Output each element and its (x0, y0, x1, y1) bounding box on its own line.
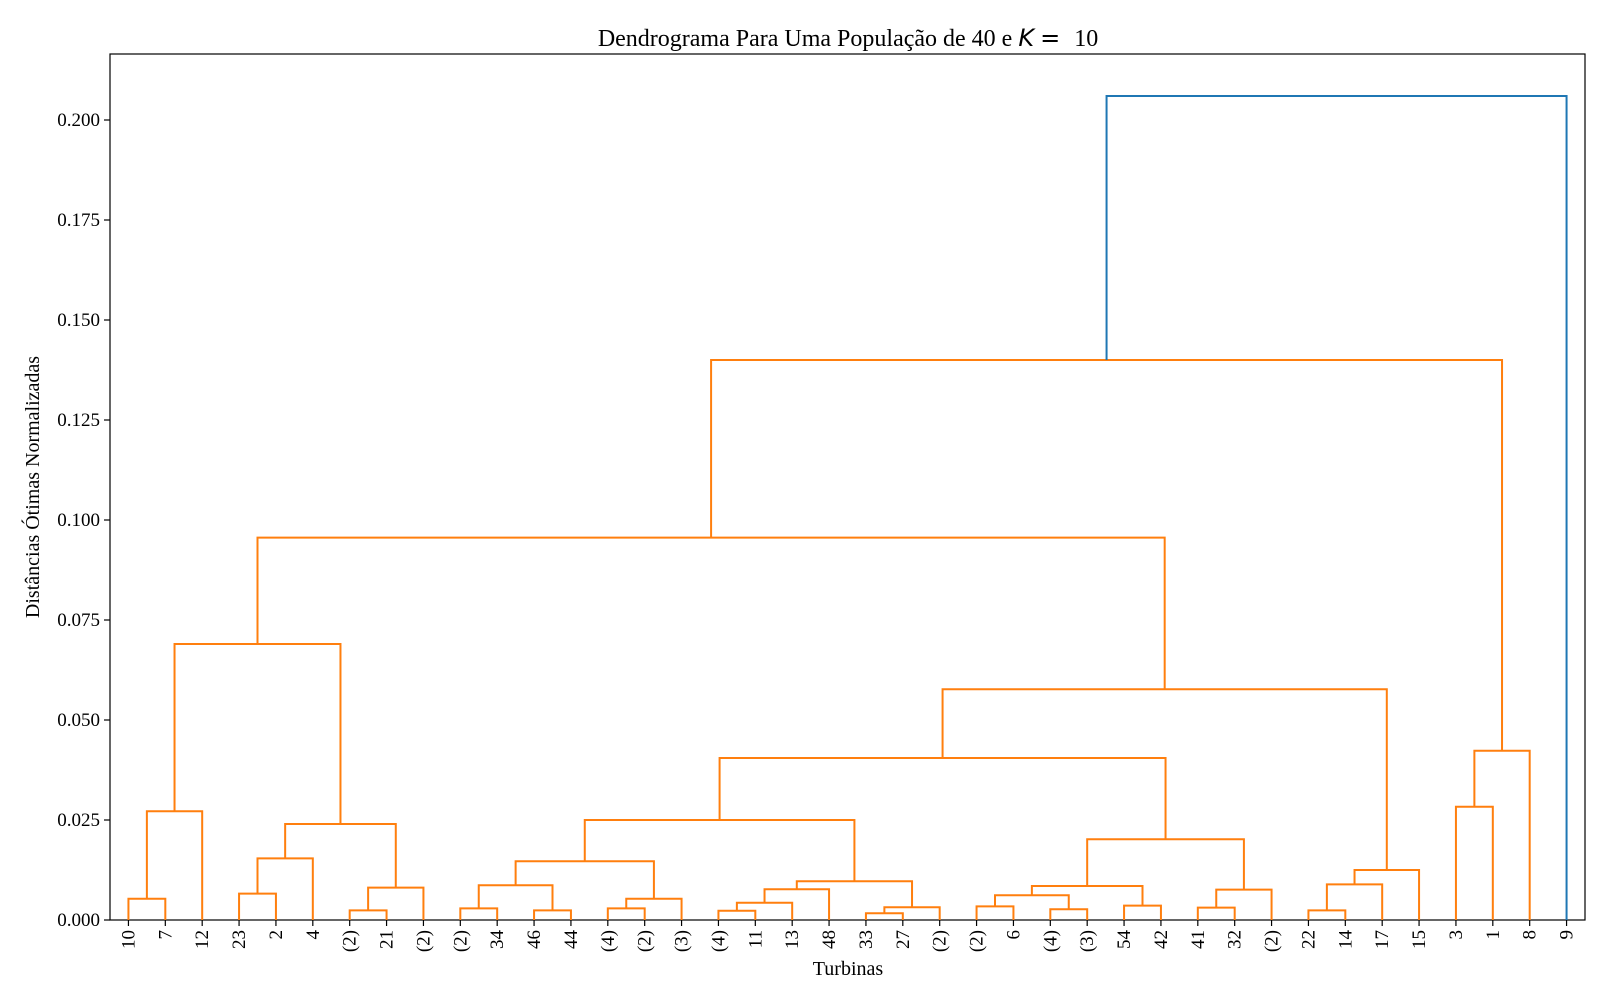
dendrogram-links (127, 95, 1568, 920)
dendrogram-link (763, 888, 831, 920)
y-tick-label: 0.075 (57, 610, 100, 631)
leaf-label: (2) (413, 930, 434, 952)
leaf-label: 13 (782, 930, 803, 949)
dendrogram-link (284, 823, 397, 888)
dendrogram-link (864, 912, 904, 920)
leaf-label: 12 (192, 930, 213, 949)
leaf-label: (4) (1040, 930, 1061, 952)
y-tick-label: 0.200 (57, 110, 100, 131)
title-equals: = (1040, 24, 1060, 52)
y-tick-label: 0.050 (57, 710, 100, 731)
leaf-label: 4 (303, 930, 324, 940)
y-tick-label: 0.100 (57, 510, 100, 531)
leaf-label: 46 (524, 930, 545, 949)
dendrogram-link (477, 884, 554, 911)
leaf-label: 7 (155, 930, 176, 940)
leaf-label: 27 (893, 930, 914, 949)
leaf-label: 10 (118, 930, 139, 949)
leaf-label: 44 (561, 930, 582, 950)
dendrogram-link (1049, 908, 1089, 920)
dendrogram-link (256, 536, 1166, 690)
dendrogram-link (533, 909, 572, 920)
dendrogram-link (514, 860, 655, 899)
leaf-label: (2) (450, 930, 471, 952)
leaf-label: 1 (1483, 930, 1504, 940)
leaf-label: 23 (229, 930, 250, 949)
leaf-label: 8 (1520, 930, 1541, 940)
dendrogram-link (795, 880, 914, 908)
dendrogram-link (710, 359, 1504, 751)
dendrogram-link (1353, 869, 1421, 920)
dendrogram-link (173, 643, 342, 824)
y-tick-label: 0.000 (57, 910, 100, 931)
leaf-label: (3) (672, 930, 693, 952)
leaf-label: 48 (819, 930, 840, 949)
leaf-label: 54 (1114, 930, 1135, 950)
dendrogram-link (145, 810, 204, 920)
dendrogram-link (1215, 888, 1273, 920)
leaf-label: 22 (1298, 930, 1319, 949)
title-text: Dendrograma Para Uma População de 40 e (598, 26, 1019, 52)
leaf-label: 9 (1557, 930, 1578, 940)
leaf-label: 17 (1372, 930, 1393, 949)
y-tick-label: 0.175 (57, 210, 100, 231)
x-axis-ticks: 10 7 12 23 2 4 (2) 21 (2) (2) 34 46 44 (4) (2) (3) (4) 11… (118, 920, 1578, 952)
dendrogram-link (348, 909, 388, 920)
leaf-label: (2) (1262, 930, 1283, 952)
dendrogram-link (459, 907, 499, 920)
leaf-label: 15 (1409, 930, 1430, 949)
y-tick-label: 0.150 (57, 310, 100, 331)
leaf-label: 34 (487, 930, 508, 950)
dendrogram-link (238, 892, 277, 920)
leaf-label: (2) (635, 930, 656, 952)
leaf-label: 42 (1151, 930, 1172, 949)
leaf-label: 6 (1003, 930, 1024, 940)
y-axis-ticks: 0.000 0.025 0.050 0.075 0.100 0.125 0.150 0.175… (57, 110, 110, 931)
leaf-label: 11 (745, 930, 766, 948)
y-tick-label: 0.125 (57, 410, 100, 431)
dendrogram-link (606, 907, 646, 920)
leaf-label: (4) (598, 930, 619, 952)
leaf-label: (2) (340, 930, 361, 952)
leaf-label: (4) (708, 930, 729, 952)
dendrogram-link (1086, 838, 1245, 890)
leaf-label: 14 (1335, 930, 1356, 950)
chart-title: Dendrograma Para Uma População de 40 e K… (598, 24, 1098, 52)
dendrogram-link (1325, 883, 1384, 920)
leaf-label: (2) (967, 930, 988, 952)
dendrogram-link (1473, 749, 1531, 920)
dendrogram-link (256, 857, 314, 920)
plot-frame (109, 53, 1586, 921)
dendrogram-link (1123, 904, 1162, 920)
leaf-label: (3) (1077, 930, 1098, 952)
y-tick-label: 0.025 (57, 810, 100, 831)
x-axis-label: Turbinas (813, 958, 884, 980)
leaf-label: 41 (1188, 930, 1209, 949)
leaf-label: 33 (856, 930, 877, 949)
leaf-label: 3 (1446, 930, 1467, 940)
dendrogram-link (1307, 909, 1347, 920)
leaf-label: 2 (266, 930, 287, 940)
dendrogram-link (367, 886, 425, 920)
title-value: 10 (1074, 26, 1098, 52)
title-symbol: K (1018, 24, 1036, 52)
dendrogram-link (1196, 906, 1236, 920)
dendrogram-link (583, 819, 856, 882)
dendrogram-link (975, 905, 1015, 920)
dendrogram-link (1454, 805, 1494, 920)
leaf-label: (2) (930, 930, 951, 952)
leaf-label: 32 (1225, 930, 1246, 949)
dendrogram-link (127, 897, 167, 920)
dendrogram-link (1105, 95, 1568, 920)
dendrogram-link (718, 757, 1167, 840)
dendrogram-link (717, 909, 757, 920)
leaf-label: 21 (377, 930, 398, 949)
y-axis-label: Distâncias Ótimas Normalizadas (20, 356, 44, 618)
